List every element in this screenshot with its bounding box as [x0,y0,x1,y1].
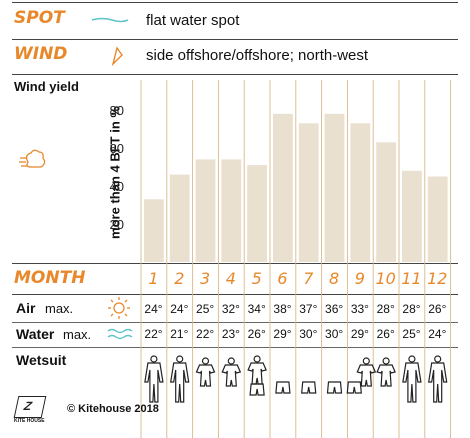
spot-value: flat water spot [146,12,240,29]
month-5: 5 [251,269,262,288]
bar-2 [169,174,190,262]
bar-6 [273,113,293,262]
water-temp: 26° [376,327,395,341]
bar-12 [427,176,448,262]
bar-8 [324,113,345,262]
wetsuit-label: Wetsuit [16,352,67,368]
month-6: 6 [277,269,288,288]
month-12: 12 [427,269,448,288]
air-temp: 25° [196,302,215,316]
divider-water [12,347,458,348]
wind-yield-title: Wind yield [14,79,79,94]
month-7: 7 [303,269,314,288]
water-temp: 29° [273,327,292,341]
y-tick-40: 40 [110,179,124,194]
month-8: 8 [329,269,340,288]
month-10: 10 [375,269,396,288]
bar-3 [195,159,216,262]
bar-11 [402,170,422,262]
air-temp: 28° [402,302,421,316]
water-temp: 24° [428,327,447,341]
air-temp: 24° [144,302,163,316]
wind-label: WIND [14,44,68,64]
air-temp: 34° [247,302,266,316]
air-label: Air [16,300,36,316]
air-temp: 33° [350,302,369,316]
water-temp: 22° [196,327,215,341]
spot-label: SPOT [14,8,65,28]
water-temp: 25° [402,327,421,341]
bar-1 [144,199,164,262]
y-tick-60: 60 [110,141,124,156]
water-temp: 22° [144,327,163,341]
month-11: 11 [401,269,422,288]
air-temp: 38° [273,302,292,316]
month-4: 4 [225,269,236,288]
water-suffix: max. [63,327,92,342]
water-temp: 23° [221,327,240,341]
air-suffix: max. [45,301,74,316]
divider-spot [12,39,458,40]
bar-9 [350,123,371,262]
air-temp: 24° [170,302,189,316]
month-3: 3 [200,269,211,288]
water-temp: 30° [325,327,344,341]
bar-4 [221,159,242,262]
divider-top [12,2,458,3]
water-label: Water [16,326,55,342]
month-label: MONTH [14,268,86,288]
air-temp: 32° [221,302,240,316]
wind-value: side offshore/offshore; north-west [146,47,369,64]
air-temp: 26° [428,302,447,316]
air-temp: 28° [376,302,395,316]
air-temp: 37° [299,302,318,316]
logo-text: KITE HOUSE [14,418,45,424]
divider-month-bottom [12,294,458,295]
divider-month-top [12,263,458,264]
bar-10 [376,142,396,262]
air-temp: 36° [325,302,344,316]
copyright: © Kitehouse 2018 [67,403,159,415]
divider-wind [12,74,458,75]
divider-air [12,322,458,323]
month-9: 9 [354,269,365,288]
bar-5 [247,165,267,262]
month-2: 2 [174,269,185,288]
kitehouse-logo: Z [13,396,47,418]
water-temp: 26° [247,327,266,341]
water-temp: 29° [350,327,369,341]
bar-7 [298,123,319,262]
water-temp: 21° [170,327,189,341]
water-temp: 30° [299,327,318,341]
month-1: 1 [148,269,159,288]
y-tick-80: 80 [110,103,124,118]
y-tick-20: 20 [110,217,124,232]
